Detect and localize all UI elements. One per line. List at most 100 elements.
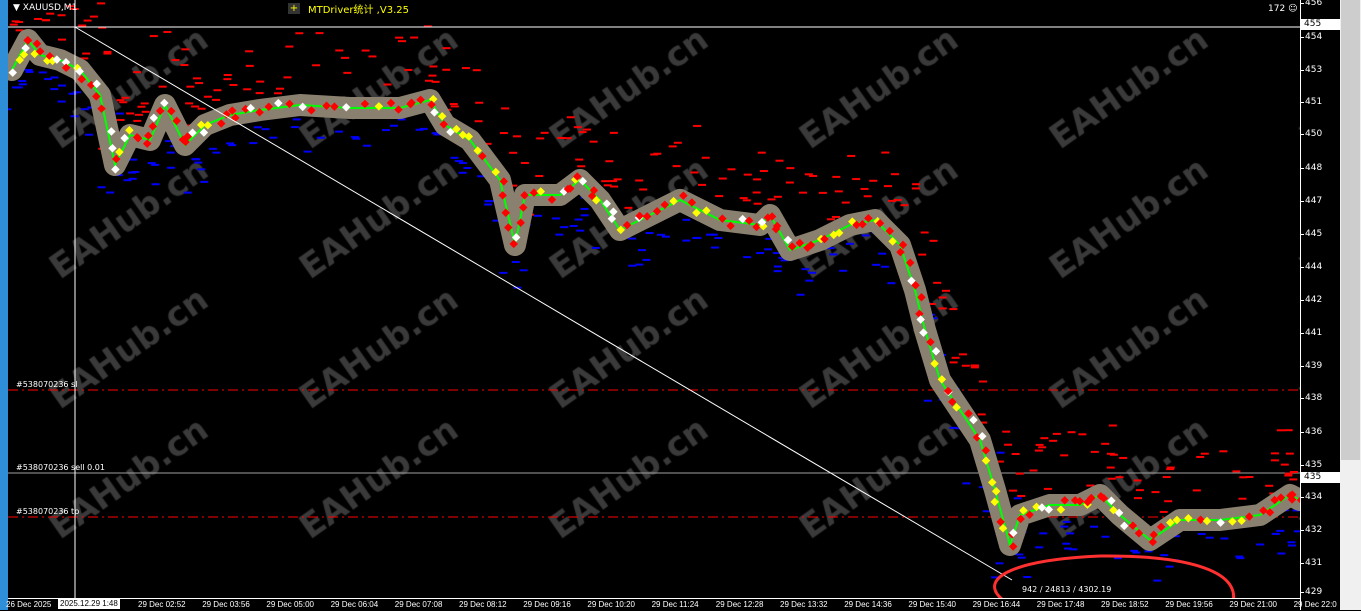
signal-marker (222, 110, 231, 119)
price-tick-label: 456 (1299, 0, 1323, 8)
price-tick-label: 431 (1299, 558, 1323, 568)
signal-marker (1037, 503, 1047, 512)
signal-marker (23, 36, 33, 45)
signal-marker (478, 151, 487, 161)
signal-marker (990, 497, 999, 507)
time-tick-label: 29 Dec 08:12 (459, 600, 507, 609)
signal-marker (501, 208, 510, 217)
left-panel-border (0, 0, 8, 610)
vertical-scrollbar[interactable] (1340, 0, 1361, 610)
order-sl-label[interactable]: #538070236 sl (16, 380, 78, 389)
price-tick-label: 448 (1299, 163, 1323, 173)
time-tick-label: 29 Dec 21:00 (1229, 600, 1277, 609)
signal-marker (439, 120, 449, 129)
time-tick-label: 29 Dec 10:20 (587, 600, 635, 609)
signal-marker (511, 233, 521, 242)
price-tick-label: 441 (1299, 328, 1323, 338)
signal-marker (416, 95, 425, 104)
signal-marker (1099, 493, 1109, 503)
price-tick-label: 438 (1299, 393, 1323, 403)
signal-marker (1265, 508, 1275, 517)
signal-marker (125, 125, 134, 135)
chart-area[interactable] (8, 0, 1300, 598)
time-tick-label: 29 Dec 17:48 (1036, 600, 1085, 609)
signal-marker (86, 80, 96, 90)
signal-marker (203, 120, 213, 130)
signal-marker (998, 523, 1008, 533)
time-tick-label: 29 Dec 15:40 (908, 600, 956, 609)
signal-marker (160, 98, 169, 108)
signal-marker (246, 103, 255, 113)
signal-marker (172, 116, 181, 126)
signal-marker (1216, 518, 1225, 527)
time-tick-label: 29 Dec 16:44 (972, 600, 1021, 609)
signal-marker (943, 386, 953, 396)
signal-marker (915, 309, 924, 319)
signal-marker (504, 223, 513, 232)
signal-marker (1166, 518, 1175, 527)
signal-marker (75, 67, 84, 76)
price-tick-label: 442 (1299, 295, 1323, 305)
signal-marker (1202, 516, 1212, 526)
signal-marker (360, 99, 370, 109)
bid-price-box: 435 (1301, 472, 1341, 483)
symbol-title[interactable]: ▼ XAUUSD,M1 (13, 3, 78, 13)
crosshair-time-box: 2025.12.29 1:48 (58, 599, 120, 609)
signal-marker (427, 100, 436, 109)
scrollbar-thumb[interactable] (1341, 0, 1360, 460)
signal-marker (464, 132, 474, 141)
signal-marker (149, 113, 159, 123)
signal-marker (61, 63, 71, 72)
signal-marker (964, 409, 973, 418)
smiley-icon: ☺ (1288, 4, 1298, 14)
time-tick-label: 29 Dec 22:0 (1293, 600, 1337, 609)
price-axis[interactable]: 456 454 453 451 450 448 447 445 444 442 441 439 438 4… (1299, 0, 1341, 610)
signal-marker (196, 120, 206, 130)
signal-marker (407, 98, 416, 107)
indicator-expand-button[interactable]: + (288, 3, 300, 14)
signal-marker (981, 446, 991, 455)
signal-marker (330, 102, 339, 111)
signal-marker (1044, 505, 1054, 514)
time-tick-label: 29 Dec 06:04 (330, 600, 379, 609)
signal-marker (911, 280, 920, 290)
time-tick-label: 29 Dec 07:08 (394, 600, 443, 609)
time-tick-label: 29 Dec 13:32 (780, 600, 828, 609)
signal-marker (1016, 514, 1025, 524)
signal-marker (133, 134, 143, 143)
time-tick-label: 29 Dec 02:52 (138, 600, 186, 609)
order-tp-label[interactable]: #538070236 tp (16, 507, 80, 516)
signal-marker (394, 105, 403, 114)
signal-marker (61, 58, 71, 67)
signal-marker (996, 517, 1005, 527)
price-tick-label: 432 (1299, 525, 1323, 535)
order-entry-label[interactable]: #538070236 sell 0.01 (16, 463, 105, 472)
signal-marker (978, 432, 987, 441)
signal-marker (183, 132, 192, 141)
signal-marker (1032, 502, 1041, 512)
signal-marker (1120, 521, 1129, 531)
price-tick-label: 439 (1299, 361, 1323, 371)
crosshair-price-box: 455 (1301, 19, 1341, 30)
signal-marker (264, 102, 273, 112)
signal-marker (988, 478, 997, 487)
signal-marker (452, 124, 461, 134)
signal-marker (142, 139, 152, 148)
signal-marker (1107, 496, 1116, 506)
tick-counter: 172 ☺ (1268, 4, 1297, 14)
signal-marker (167, 106, 176, 116)
price-tick-label: 450 (1299, 129, 1323, 139)
signal-marker (341, 103, 351, 112)
signal-marker (92, 79, 101, 89)
signal-marker (1008, 542, 1018, 551)
price-tick-label: 447 (1299, 196, 1323, 206)
signal-marker (1128, 521, 1138, 530)
time-axis[interactable]: 26 Dec 2025 29 Dec 02:52 29 Dec 03:56 29 De… (6, 598, 1337, 611)
signal-marker (1156, 522, 1166, 532)
price-tick-label: 453 (1299, 65, 1323, 75)
signal-marker (32, 39, 42, 49)
price-tick-label: 451 (1299, 97, 1323, 107)
signal-marker (15, 55, 24, 65)
signal-marker (446, 127, 455, 137)
signal-marker (255, 108, 264, 117)
